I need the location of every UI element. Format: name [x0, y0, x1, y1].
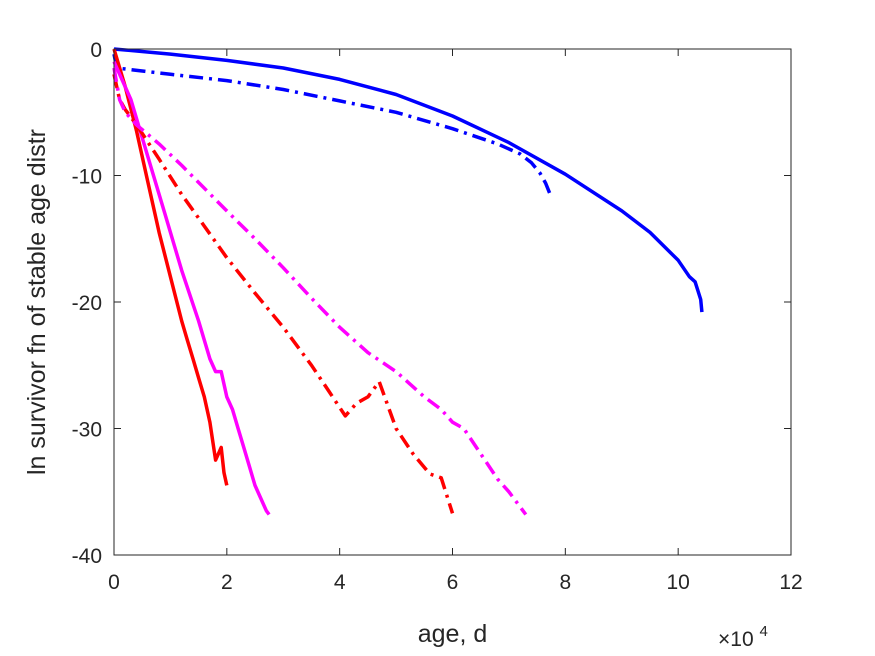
x-axis-multiplier-base: ×10 — [718, 628, 754, 651]
series-line-6 — [112, 67, 528, 516]
x-tick-label: 12 — [779, 571, 802, 594]
y-axis-title: ln survivor fn of stable age distr — [23, 129, 51, 475]
y-tick-label: -20 — [72, 292, 102, 315]
series-line-2 — [112, 53, 553, 198]
series-line-4 — [112, 60, 271, 516]
x-axis-multiplier-exponent: 4 — [759, 623, 767, 640]
x-tick-label: 10 — [666, 571, 689, 594]
x-axis-title: age, d — [418, 620, 488, 648]
series-layer — [112, 47, 704, 516]
x-tick-label: 8 — [559, 571, 571, 594]
x-tick-label: 6 — [447, 571, 459, 594]
x-tick-label: 2 — [221, 571, 233, 594]
y-tick-label: -10 — [72, 166, 102, 189]
y-tick-label: -40 — [72, 545, 102, 568]
series-line-5 — [112, 73, 455, 514]
series-line-3 — [112, 48, 229, 486]
x-tick-label: 4 — [334, 571, 346, 594]
y-tick-label: -30 — [72, 419, 102, 442]
ticks-layer: 0 2 4 6 8 10 12 0 -10 -20 -30 -40 — [72, 39, 803, 594]
series-line-1 — [113, 47, 704, 313]
x-axis-multiplier: ×10 4 — [718, 623, 768, 651]
y-tick-label: 0 — [90, 39, 102, 62]
x-tick-label: 0 — [108, 571, 120, 594]
